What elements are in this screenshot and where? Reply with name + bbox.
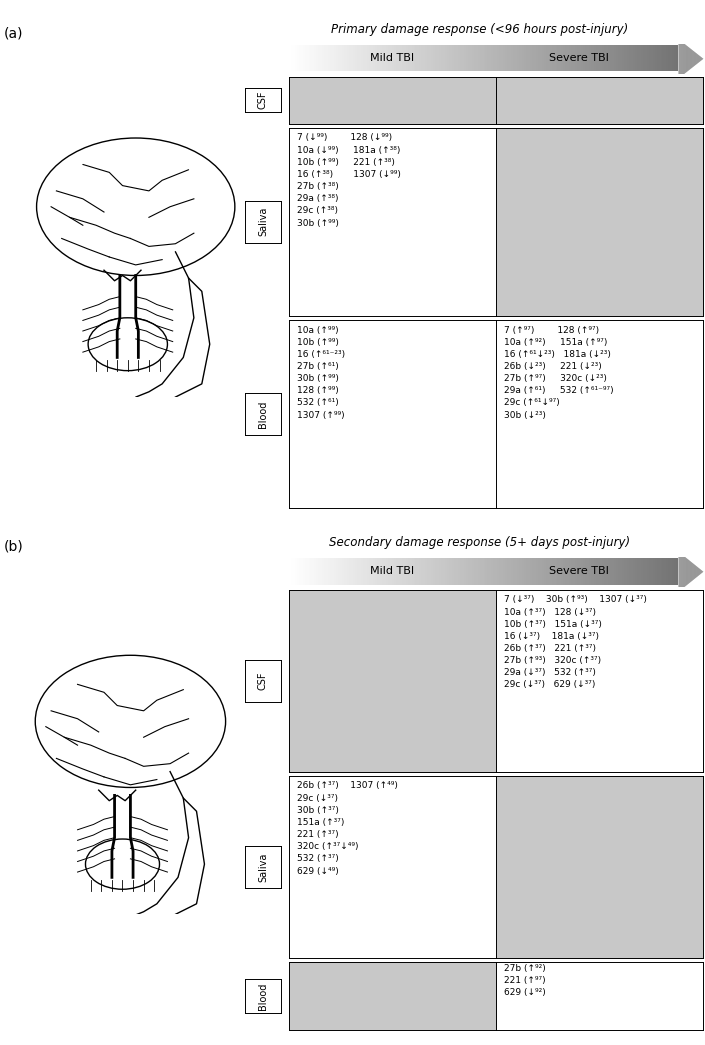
- Text: Primary damage response (<96 hours post-injury): Primary damage response (<96 hours post-…: [331, 23, 628, 37]
- Text: 10a (↑⁹⁹)
10b (↑⁹⁹)
16 (↑⁶¹⁻²³)
27b (↑⁶¹)
30b (↑⁹⁹)
128 (↑⁹⁹)
532 (↑⁶¹)
1307 (↑⁹: 10a (↑⁹⁹) 10b (↑⁹⁹) 16 (↑⁶¹⁻²³) 27b (↑⁶¹…: [298, 326, 345, 420]
- Text: 7 (↓⁹⁹)        128 (↓⁹⁹)
10a (↓⁹⁹)     181a (↑³⁸)
10b (↑⁹⁹)     221 (↑³⁸)
16 (↑³: 7 (↓⁹⁹) 128 (↓⁹⁹) 10a (↓⁹⁹) 181a (↑³⁸) 1…: [298, 134, 401, 228]
- Text: Secondary damage response (5+ days post-injury): Secondary damage response (5+ days post-…: [329, 536, 630, 549]
- Text: Severe TBI: Severe TBI: [548, 566, 608, 576]
- Text: 26b (↑³⁷)    1307 (↑⁴⁹)
29c (↓³⁷)
30b (↑³⁷)
151a (↑³⁷)
221 (↑³⁷)
320c (↑³⁷↓⁴⁹)
5: 26b (↑³⁷) 1307 (↑⁴⁹) 29c (↓³⁷) 30b (↑³⁷)…: [298, 782, 398, 876]
- Text: (b): (b): [4, 539, 23, 553]
- Text: 27b (↑⁹²)
221 (↑⁹⁷)
629 (↓⁹²): 27b (↑⁹²) 221 (↑⁹⁷) 629 (↓⁹²): [504, 965, 546, 998]
- Text: CSF: CSF: [258, 672, 268, 690]
- Text: Blood: Blood: [258, 982, 268, 1009]
- Text: Mild TBI: Mild TBI: [370, 566, 415, 576]
- Text: Saliva: Saliva: [258, 853, 268, 882]
- Text: (a): (a): [4, 27, 23, 41]
- Text: Mild TBI: Mild TBI: [370, 53, 415, 64]
- Text: Blood: Blood: [258, 400, 268, 427]
- Text: 7 (↓³⁷)    30b (↑⁹³)    1307 (↓³⁷)
10a (↑³⁷)   128 (↓³⁷)
10b (↑³⁷)   151a (↓³⁷)
: 7 (↓³⁷) 30b (↑⁹³) 1307 (↓³⁷) 10a (↑³⁷) 1…: [504, 596, 647, 690]
- Text: Saliva: Saliva: [258, 207, 268, 236]
- Text: CSF: CSF: [258, 91, 268, 110]
- Text: 7 (↑⁹⁷)        128 (↑⁹⁷)
10a (↑⁹²)     151a (↑⁹⁷)
16 (↑⁶¹↓²³)   181a (↓²³)
26b (: 7 (↑⁹⁷) 128 (↑⁹⁷) 10a (↑⁹²) 151a (↑⁹⁷) 1…: [504, 326, 614, 420]
- Text: Severe TBI: Severe TBI: [548, 53, 608, 64]
